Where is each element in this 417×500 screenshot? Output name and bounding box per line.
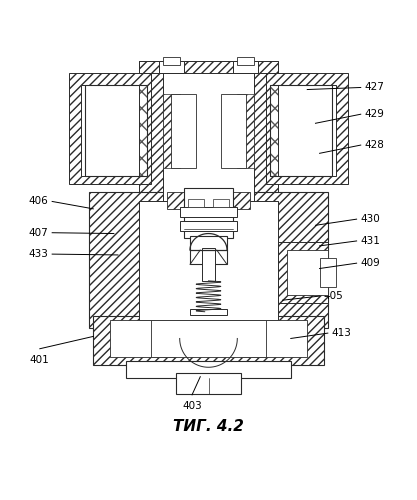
Text: 413: 413 bbox=[332, 328, 352, 338]
Bar bbox=[159, 60, 184, 73]
Bar bbox=[286, 250, 328, 296]
Bar bbox=[237, 94, 254, 168]
Text: 405: 405 bbox=[324, 291, 344, 301]
Bar bbox=[190, 309, 227, 315]
Bar bbox=[180, 207, 237, 217]
Bar bbox=[85, 86, 147, 176]
Bar bbox=[241, 320, 307, 357]
Text: 428: 428 bbox=[365, 140, 385, 150]
Bar bbox=[176, 374, 241, 394]
Bar bbox=[85, 86, 147, 176]
Bar bbox=[184, 188, 233, 238]
Bar bbox=[167, 192, 250, 209]
Bar bbox=[163, 60, 254, 200]
Bar bbox=[89, 192, 328, 328]
Bar bbox=[180, 221, 237, 232]
Text: 401: 401 bbox=[30, 355, 50, 365]
Text: 407: 407 bbox=[28, 228, 48, 237]
Bar bbox=[93, 316, 324, 365]
Bar bbox=[163, 56, 180, 65]
Bar bbox=[138, 200, 279, 320]
Text: 429: 429 bbox=[365, 109, 385, 119]
Bar bbox=[163, 94, 180, 168]
Bar bbox=[171, 94, 196, 168]
Text: 427: 427 bbox=[365, 82, 385, 92]
Bar bbox=[270, 86, 332, 176]
Bar bbox=[213, 199, 229, 207]
Bar bbox=[151, 320, 266, 357]
Bar bbox=[266, 73, 348, 184]
Bar bbox=[270, 86, 332, 176]
Text: 409: 409 bbox=[361, 258, 380, 268]
Bar bbox=[319, 258, 336, 287]
Text: 406: 406 bbox=[28, 196, 48, 206]
Bar bbox=[237, 56, 254, 65]
Bar bbox=[221, 94, 246, 168]
Bar bbox=[188, 199, 204, 207]
Bar bbox=[279, 86, 336, 176]
Bar bbox=[233, 60, 258, 73]
Bar bbox=[202, 248, 215, 281]
Text: 433: 433 bbox=[28, 249, 48, 259]
Bar bbox=[69, 73, 151, 184]
Text: 403: 403 bbox=[182, 401, 202, 411]
Bar bbox=[138, 60, 279, 200]
Bar bbox=[190, 236, 227, 264]
Bar bbox=[126, 361, 291, 378]
Bar bbox=[110, 320, 176, 357]
Bar bbox=[81, 86, 138, 176]
Bar bbox=[138, 60, 279, 73]
Bar bbox=[279, 242, 328, 304]
Text: 431: 431 bbox=[361, 236, 381, 246]
Text: ΤИГ. 4.2: ΤИГ. 4.2 bbox=[173, 420, 244, 434]
Text: 430: 430 bbox=[361, 214, 380, 224]
